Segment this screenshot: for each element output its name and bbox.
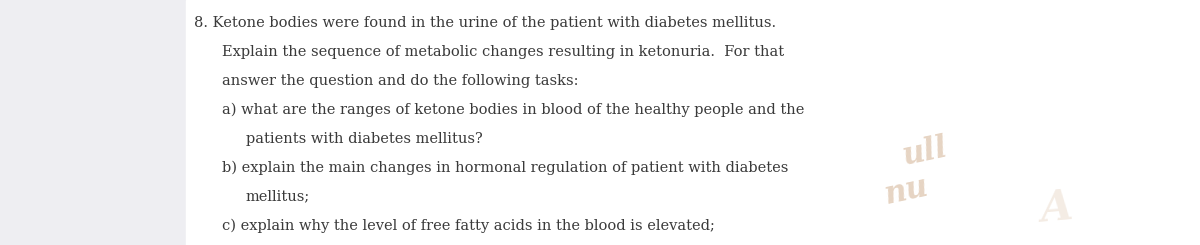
Text: answer the question and do the following tasks:: answer the question and do the following… — [222, 74, 578, 88]
Text: 8. Ketone bodies were found in the urine of the patient with diabetes mellitus.: 8. Ketone bodies were found in the urine… — [194, 16, 776, 30]
Text: mellitus;: mellitus; — [246, 189, 311, 203]
Text: a) what are the ranges of ketone bodies in blood of the healthy people and the: a) what are the ranges of ketone bodies … — [222, 103, 804, 117]
Text: ull: ull — [899, 132, 949, 172]
Text: c) explain why the level of free fatty acids in the blood is elevated;: c) explain why the level of free fatty a… — [222, 218, 715, 233]
Text: nu: nu — [881, 171, 931, 211]
Bar — [0, 0, 186, 245]
Text: Explain the sequence of metabolic changes resulting in ketonuria.  For that: Explain the sequence of metabolic change… — [222, 45, 784, 59]
Text: A: A — [1038, 186, 1074, 231]
Bar — [186, 0, 1200, 245]
Text: b) explain the main changes in hormonal regulation of patient with diabetes: b) explain the main changes in hormonal … — [222, 160, 788, 175]
Text: patients with diabetes mellitus?: patients with diabetes mellitus? — [246, 132, 482, 146]
